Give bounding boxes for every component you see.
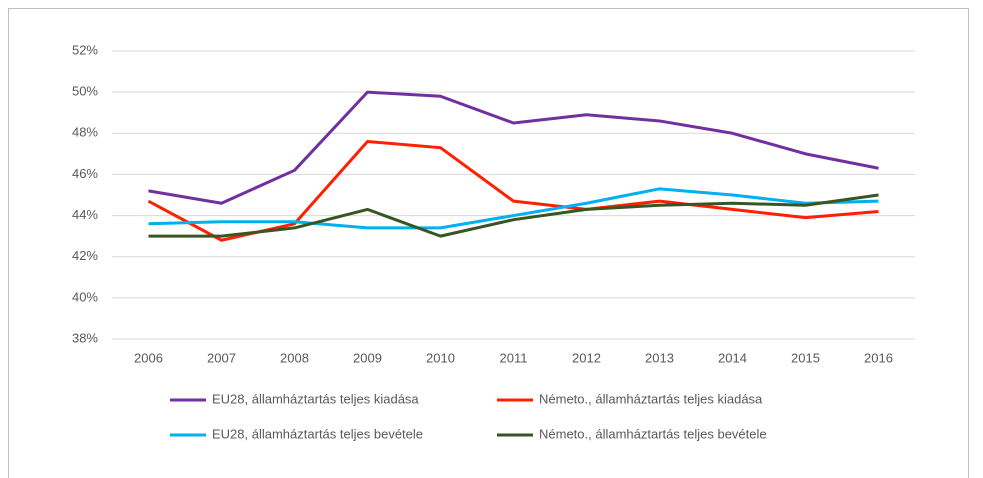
y-tick-label: 52% — [72, 42, 98, 57]
y-tick-label: 50% — [72, 84, 98, 99]
x-tick-label: 2012 — [572, 350, 601, 365]
series-line — [148, 187, 879, 230]
x-tick-label: 2014 — [718, 350, 747, 365]
y-tick-label: 38% — [72, 330, 98, 345]
y-tick-label: 44% — [72, 207, 98, 222]
legend-label: Németo., államháztartás teljes bevétele — [539, 426, 767, 441]
x-tick-label: 2008 — [280, 350, 309, 365]
x-tick-label: 2013 — [645, 350, 674, 365]
frame — [8, 8, 969, 478]
y-tick-label: 48% — [72, 125, 98, 140]
y-tick-label: 46% — [72, 166, 98, 181]
series-line — [147, 140, 879, 242]
series-line — [148, 193, 879, 238]
x-tick-label: 2006 — [134, 350, 163, 365]
x-tick-label: 2007 — [207, 350, 236, 365]
x-tick-label: 2010 — [426, 350, 455, 365]
y-tick-label: 42% — [72, 248, 98, 263]
x-tick-label: 2011 — [500, 350, 528, 365]
legend-label: Németo., államháztartás teljes kiadása — [539, 391, 763, 406]
legend-label: EU28, államháztartás teljes bevétele — [212, 426, 423, 441]
x-tick-label: 2009 — [353, 350, 382, 365]
series-line — [148, 90, 879, 205]
x-tick-label: 2015 — [791, 350, 820, 365]
y-tick-label: 40% — [72, 289, 98, 304]
legend-label: EU28, államháztartás teljes kiadása — [212, 391, 419, 406]
x-tick-label: 2016 — [864, 350, 893, 365]
